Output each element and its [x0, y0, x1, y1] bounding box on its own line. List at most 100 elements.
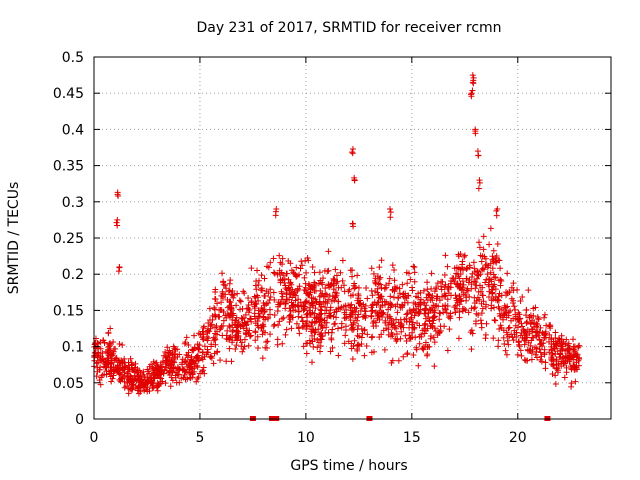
data-point: [355, 284, 362, 291]
data-point: [528, 337, 535, 344]
data-point: [96, 377, 103, 384]
data-point: [391, 322, 398, 329]
data-point: [422, 320, 429, 327]
data-point: [470, 259, 477, 266]
data-point: [368, 334, 375, 341]
data-point: [555, 335, 562, 342]
data-point: [214, 300, 221, 307]
data-point: [374, 299, 381, 306]
data-point: [559, 340, 566, 347]
data-point: [181, 340, 188, 347]
data-point: [126, 366, 133, 373]
data-point: [239, 339, 246, 346]
data-point: [552, 380, 559, 387]
data-point: [290, 304, 297, 311]
data-point: [114, 364, 121, 371]
data-point: [134, 369, 141, 376]
data-point: [239, 348, 246, 355]
data-point: [327, 313, 334, 320]
data-point: [136, 376, 143, 383]
data-point: [285, 313, 292, 320]
data-point: [312, 305, 319, 312]
data-point: [405, 270, 412, 277]
data-point: [501, 340, 508, 347]
data-point: [492, 317, 499, 324]
data-point: [361, 352, 368, 359]
data-point: [281, 275, 288, 282]
data-point: [411, 325, 418, 332]
data-point: [134, 387, 141, 394]
data-point: [348, 301, 355, 308]
data-point: [253, 301, 260, 308]
data-point: [496, 325, 503, 332]
data-point: [283, 326, 290, 333]
data-point: [552, 351, 559, 358]
data-point: [485, 281, 492, 288]
data-point: [386, 275, 393, 282]
data-point: [500, 334, 507, 341]
y-tick-label: 0.05: [53, 376, 84, 392]
data-point: [233, 324, 240, 331]
chart-title: Day 231 of 2017, SRMTID for receiver rcm…: [196, 20, 501, 36]
data-point: [341, 340, 348, 347]
data-point: [356, 300, 363, 307]
data-point: [468, 93, 475, 100]
data-point: [199, 348, 206, 355]
data-point: [492, 286, 499, 293]
data-point: [199, 334, 206, 341]
data-point: [442, 252, 449, 259]
data-point: [354, 272, 361, 279]
data-point: [490, 247, 497, 254]
data-point: [286, 318, 293, 325]
data-point: [332, 266, 339, 273]
data-point: [229, 334, 236, 341]
data-point: [487, 225, 494, 232]
data-point: [228, 312, 235, 319]
data-point: [265, 264, 272, 271]
data-point: [312, 296, 319, 303]
data-point: [488, 297, 495, 304]
data-point: [262, 316, 269, 323]
data-point: [259, 322, 266, 329]
data-point: [350, 321, 357, 328]
data-point: [445, 314, 452, 321]
data-point: [292, 297, 299, 304]
data-point: [110, 372, 117, 379]
data-point: [519, 293, 526, 300]
data-point: [242, 311, 249, 318]
data-point: [255, 281, 262, 288]
data-point: [374, 310, 381, 317]
data-point: [471, 279, 478, 286]
data-point: [436, 310, 443, 317]
data-point: [480, 298, 487, 305]
data-point: [432, 303, 439, 310]
data-point: [240, 314, 247, 321]
data-point: [467, 329, 474, 336]
data-point: [389, 262, 396, 269]
data-point: [258, 272, 265, 279]
data-point: [422, 315, 429, 322]
data-point: [441, 323, 448, 330]
data-point: [276, 318, 283, 325]
data-point: [477, 317, 484, 324]
data-point: [283, 296, 290, 303]
data-point: [487, 260, 494, 267]
data-point: [354, 314, 361, 321]
data-point: [510, 337, 517, 344]
data-point: [219, 288, 226, 295]
data-point: [152, 372, 159, 379]
data-point: [378, 331, 385, 338]
data-point: [441, 272, 448, 279]
data-point: [411, 269, 418, 276]
data-point: [263, 339, 270, 345]
data-point: [479, 292, 486, 299]
data-point: [423, 327, 430, 334]
data-point: [332, 294, 339, 301]
data-point: [328, 336, 335, 343]
y-tick-label: 0.1: [62, 340, 84, 356]
data-point: [422, 339, 429, 346]
data-point: [514, 324, 521, 331]
data-point: [251, 305, 258, 312]
data-point: [385, 326, 392, 333]
data-point: [307, 304, 314, 311]
